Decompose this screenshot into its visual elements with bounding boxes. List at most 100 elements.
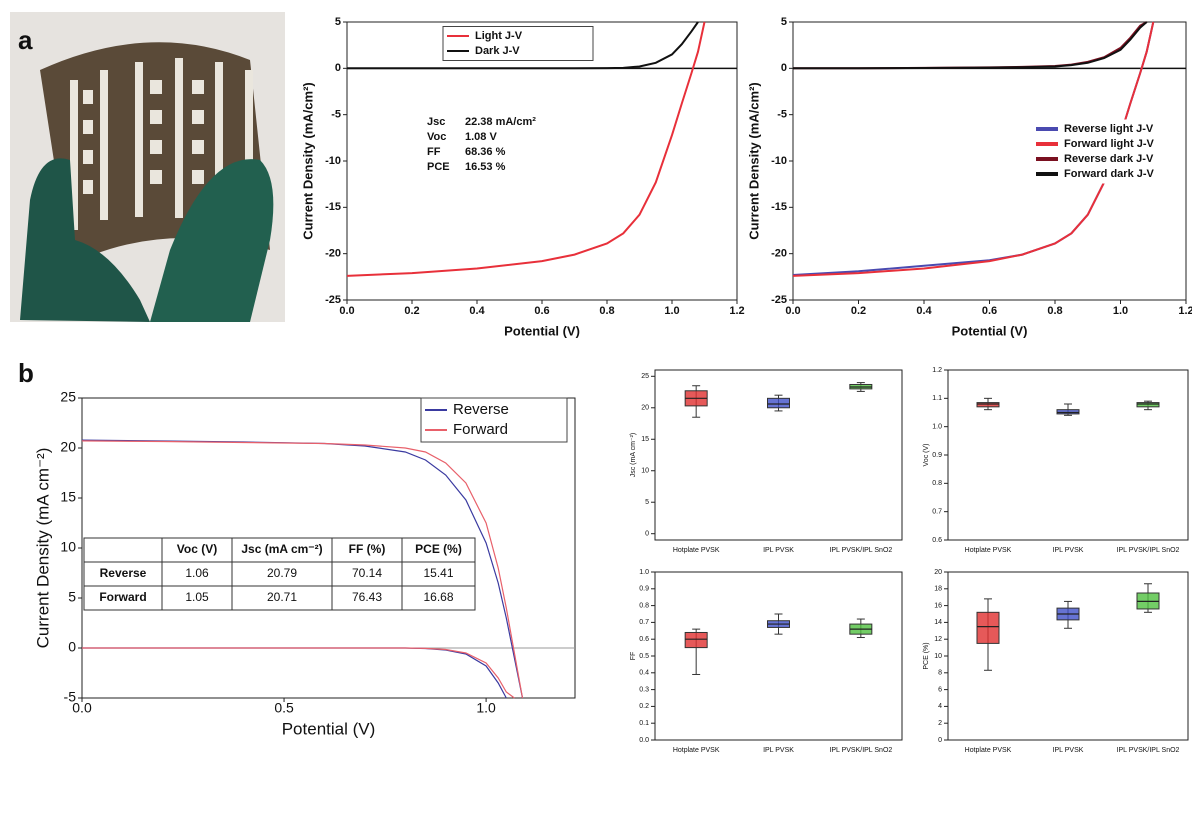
y-tick-label: 10 [60,539,76,555]
x-tick-label: 0.2 [851,305,866,317]
panel-label: b [18,358,34,388]
y-tick-label: -20 [771,248,787,260]
table-cell: 76.43 [352,590,382,604]
y-axis-label: Current Density (mA/cm²) [300,82,315,239]
y-tick-label: 0.1 [639,720,649,727]
y-tick-label: 0.8 [932,480,942,487]
y-tick-label: 25 [60,389,76,405]
y-tick-label: 0.6 [932,537,942,544]
curve [793,21,1148,70]
y-tick-label: 1.0 [639,569,649,576]
y-tick-label: -20 [325,248,341,260]
x-tick-label: 0.2 [404,305,419,317]
y-tick-label: 0.2 [639,703,649,710]
y-tick-label: -5 [777,109,787,121]
y-tick-label: 5 [781,16,787,28]
x-tick-label: Hotplate PVSK [673,547,720,554]
y-axis-label: FF [630,652,637,661]
plot-frame [654,369,903,541]
y-tick-label: 20 [60,439,76,455]
table-cell: 20.71 [267,590,297,604]
x-tick-label: 0.0 [72,700,92,716]
y-tick-label: 0.5 [639,653,649,660]
legend-label: Forward dark J-V [1064,168,1155,180]
x-tick-label: 0.8 [599,305,614,317]
curve [346,21,706,277]
y-tick-label: 0.7 [639,619,649,626]
y-tick-label: -5 [64,689,77,705]
table-cell: 1.06 [185,566,209,580]
table-header: FF (%) [349,542,386,556]
y-tick-label: 1.0 [932,424,942,431]
x-axis-label: Potential (V) [952,323,1028,338]
y-tick-label: 1.2 [932,367,942,374]
y-tick-label: 5 [68,589,76,605]
legend-box [442,26,594,61]
legend-label: Light J-V [475,30,523,42]
annotation-label: PCE [427,161,450,173]
y-tick-label: 16 [934,602,942,609]
table-header: Voc (V) [177,542,217,556]
y-tick-label: -5 [331,109,341,121]
y-axis-label: Current Density (mA cm⁻²) [33,448,52,649]
x-tick-label: 1.0 [664,305,679,317]
y-axis-label: Voc (V) [923,444,930,467]
y-tick-label: 6 [938,686,942,693]
y-tick-label: 8 [938,670,942,677]
x-tick-label: 0.0 [339,305,354,317]
curve [82,647,515,699]
y-axis-label: PCE (%) [923,642,930,669]
glove-right [150,159,274,322]
film-electrodes [70,58,253,230]
annotation-value: 22.38 mA/cm² [465,116,536,128]
y-tick-label: 12 [934,636,942,643]
y-axis-label: Current Density (mA/cm²) [746,82,761,239]
y-tick-label: 0.4 [639,670,649,677]
y-tick-label: -25 [771,294,787,306]
annotation-label: FF [427,146,441,158]
legend-label: Reverse dark J-V [1064,153,1154,165]
x-tick-label: 0.6 [982,305,997,317]
y-tick-label: -10 [771,155,787,167]
x-tick-label: Hotplate PVSK [965,547,1012,554]
y-tick-label: -10 [325,155,341,167]
table-cell: Reverse [100,566,147,580]
glove-left [20,158,150,322]
x-axis-label: Potential (V) [282,719,376,738]
plot-frame [947,369,1189,541]
y-tick-label: 5 [645,499,649,506]
y-tick-label: 1.1 [932,395,942,402]
y-tick-label: 0.8 [639,602,649,609]
y-tick-label: 0.7 [932,509,942,516]
box [767,397,790,409]
y-tick-label: 10 [641,468,649,475]
x-tick-label: IPL PVSK/IPL SnO2 [1117,547,1180,554]
y-tick-label: 0.3 [639,686,649,693]
legend-label: Forward light J-V [1064,138,1155,150]
y-tick-label: 25 [641,373,649,380]
x-tick-label: 0.5 [274,700,294,716]
y-tick-label: 0 [335,62,341,74]
x-tick-label: IPL PVSK/IPL SnO2 [829,547,892,554]
x-tick-label: 1.0 [476,700,496,716]
x-tick-label: 0.4 [469,305,485,317]
y-tick-label: 10 [934,653,942,660]
legend-label: Dark J-V [475,45,520,57]
x-tick-label: 0.4 [916,305,932,317]
x-tick-label: IPL PVSK [763,547,794,554]
y-tick-label: -25 [325,294,341,306]
y-tick-label: 2 [938,720,942,727]
x-tick-label: Hotplate PVSK [673,747,720,754]
table-cell: Forward [99,590,146,604]
x-tick-label: 1.0 [1113,305,1128,317]
photo [10,12,285,322]
x-tick-label: IPL PVSK/IPL SnO2 [829,747,892,754]
y-tick-label: 14 [934,619,942,626]
annotation-value: 1.08 V [465,131,497,143]
y-tick-label: 0.0 [639,737,649,744]
legend-label: Forward [453,421,508,438]
legend-label: Reverse [453,401,509,418]
curve [347,21,699,70]
annotation-value: 16.53 % [465,161,506,173]
